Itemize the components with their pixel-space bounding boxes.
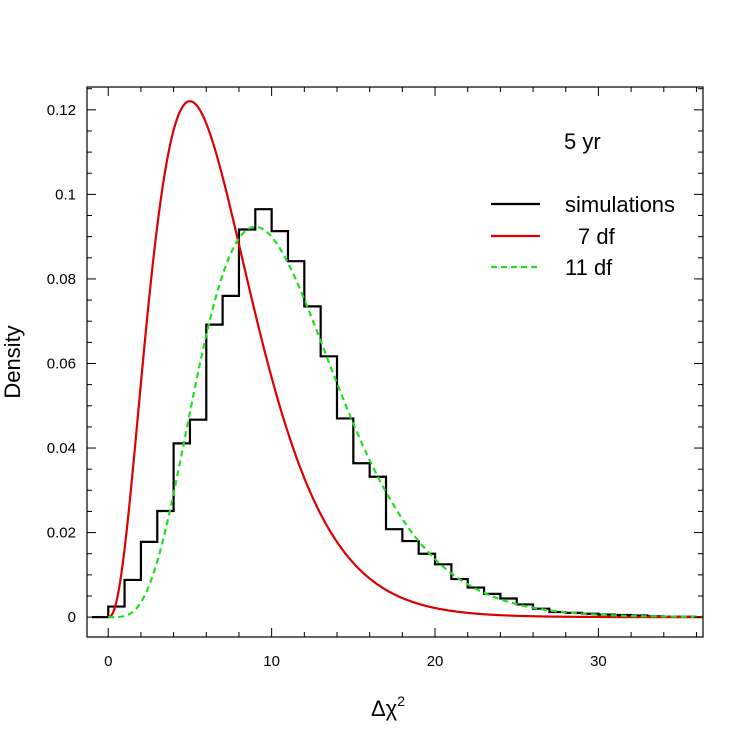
- x-tick-label: 30: [590, 653, 607, 670]
- plot-frame: [86, 86, 704, 638]
- legend-label-simulations: simulations: [565, 192, 675, 217]
- legend: simulations 7 df 11 df: [491, 192, 675, 280]
- legend-label-11df: 11 df: [565, 255, 613, 280]
- legend-label-7df: 7 df: [578, 224, 616, 249]
- y-tick-label: 0: [68, 609, 76, 626]
- plot-content: [91, 100, 703, 619]
- x-tick-label: 10: [263, 653, 280, 670]
- series-line-7df: [108, 100, 703, 619]
- x-axis-label-base: Δχ: [371, 696, 398, 721]
- y-axis-label: Density: [0, 325, 25, 398]
- y-tick-label: 0.12: [47, 102, 76, 119]
- annotation-period: 5 yr: [564, 129, 601, 154]
- x-axis-label-superscript: 2: [397, 693, 405, 709]
- y-tick-label: 0.1: [55, 186, 76, 203]
- y-tick-label: 0.02: [47, 525, 76, 542]
- x-axis-label: Δχ2: [371, 693, 405, 721]
- plot-area: [91, 100, 703, 619]
- x-tick-label: 20: [427, 653, 444, 670]
- y-tick-label: 0.04: [47, 440, 76, 457]
- axis-ticks: [87, 87, 703, 637]
- tick-labels: 0 10 20 30 0 0.02 0.04 0.06 0.08 0.1 0.12: [47, 102, 607, 670]
- x-tick-label: 0: [104, 653, 112, 670]
- series-line-11df: [108, 225, 703, 619]
- y-tick-label: 0.08: [47, 271, 76, 288]
- y-tick-label: 0.06: [47, 355, 76, 372]
